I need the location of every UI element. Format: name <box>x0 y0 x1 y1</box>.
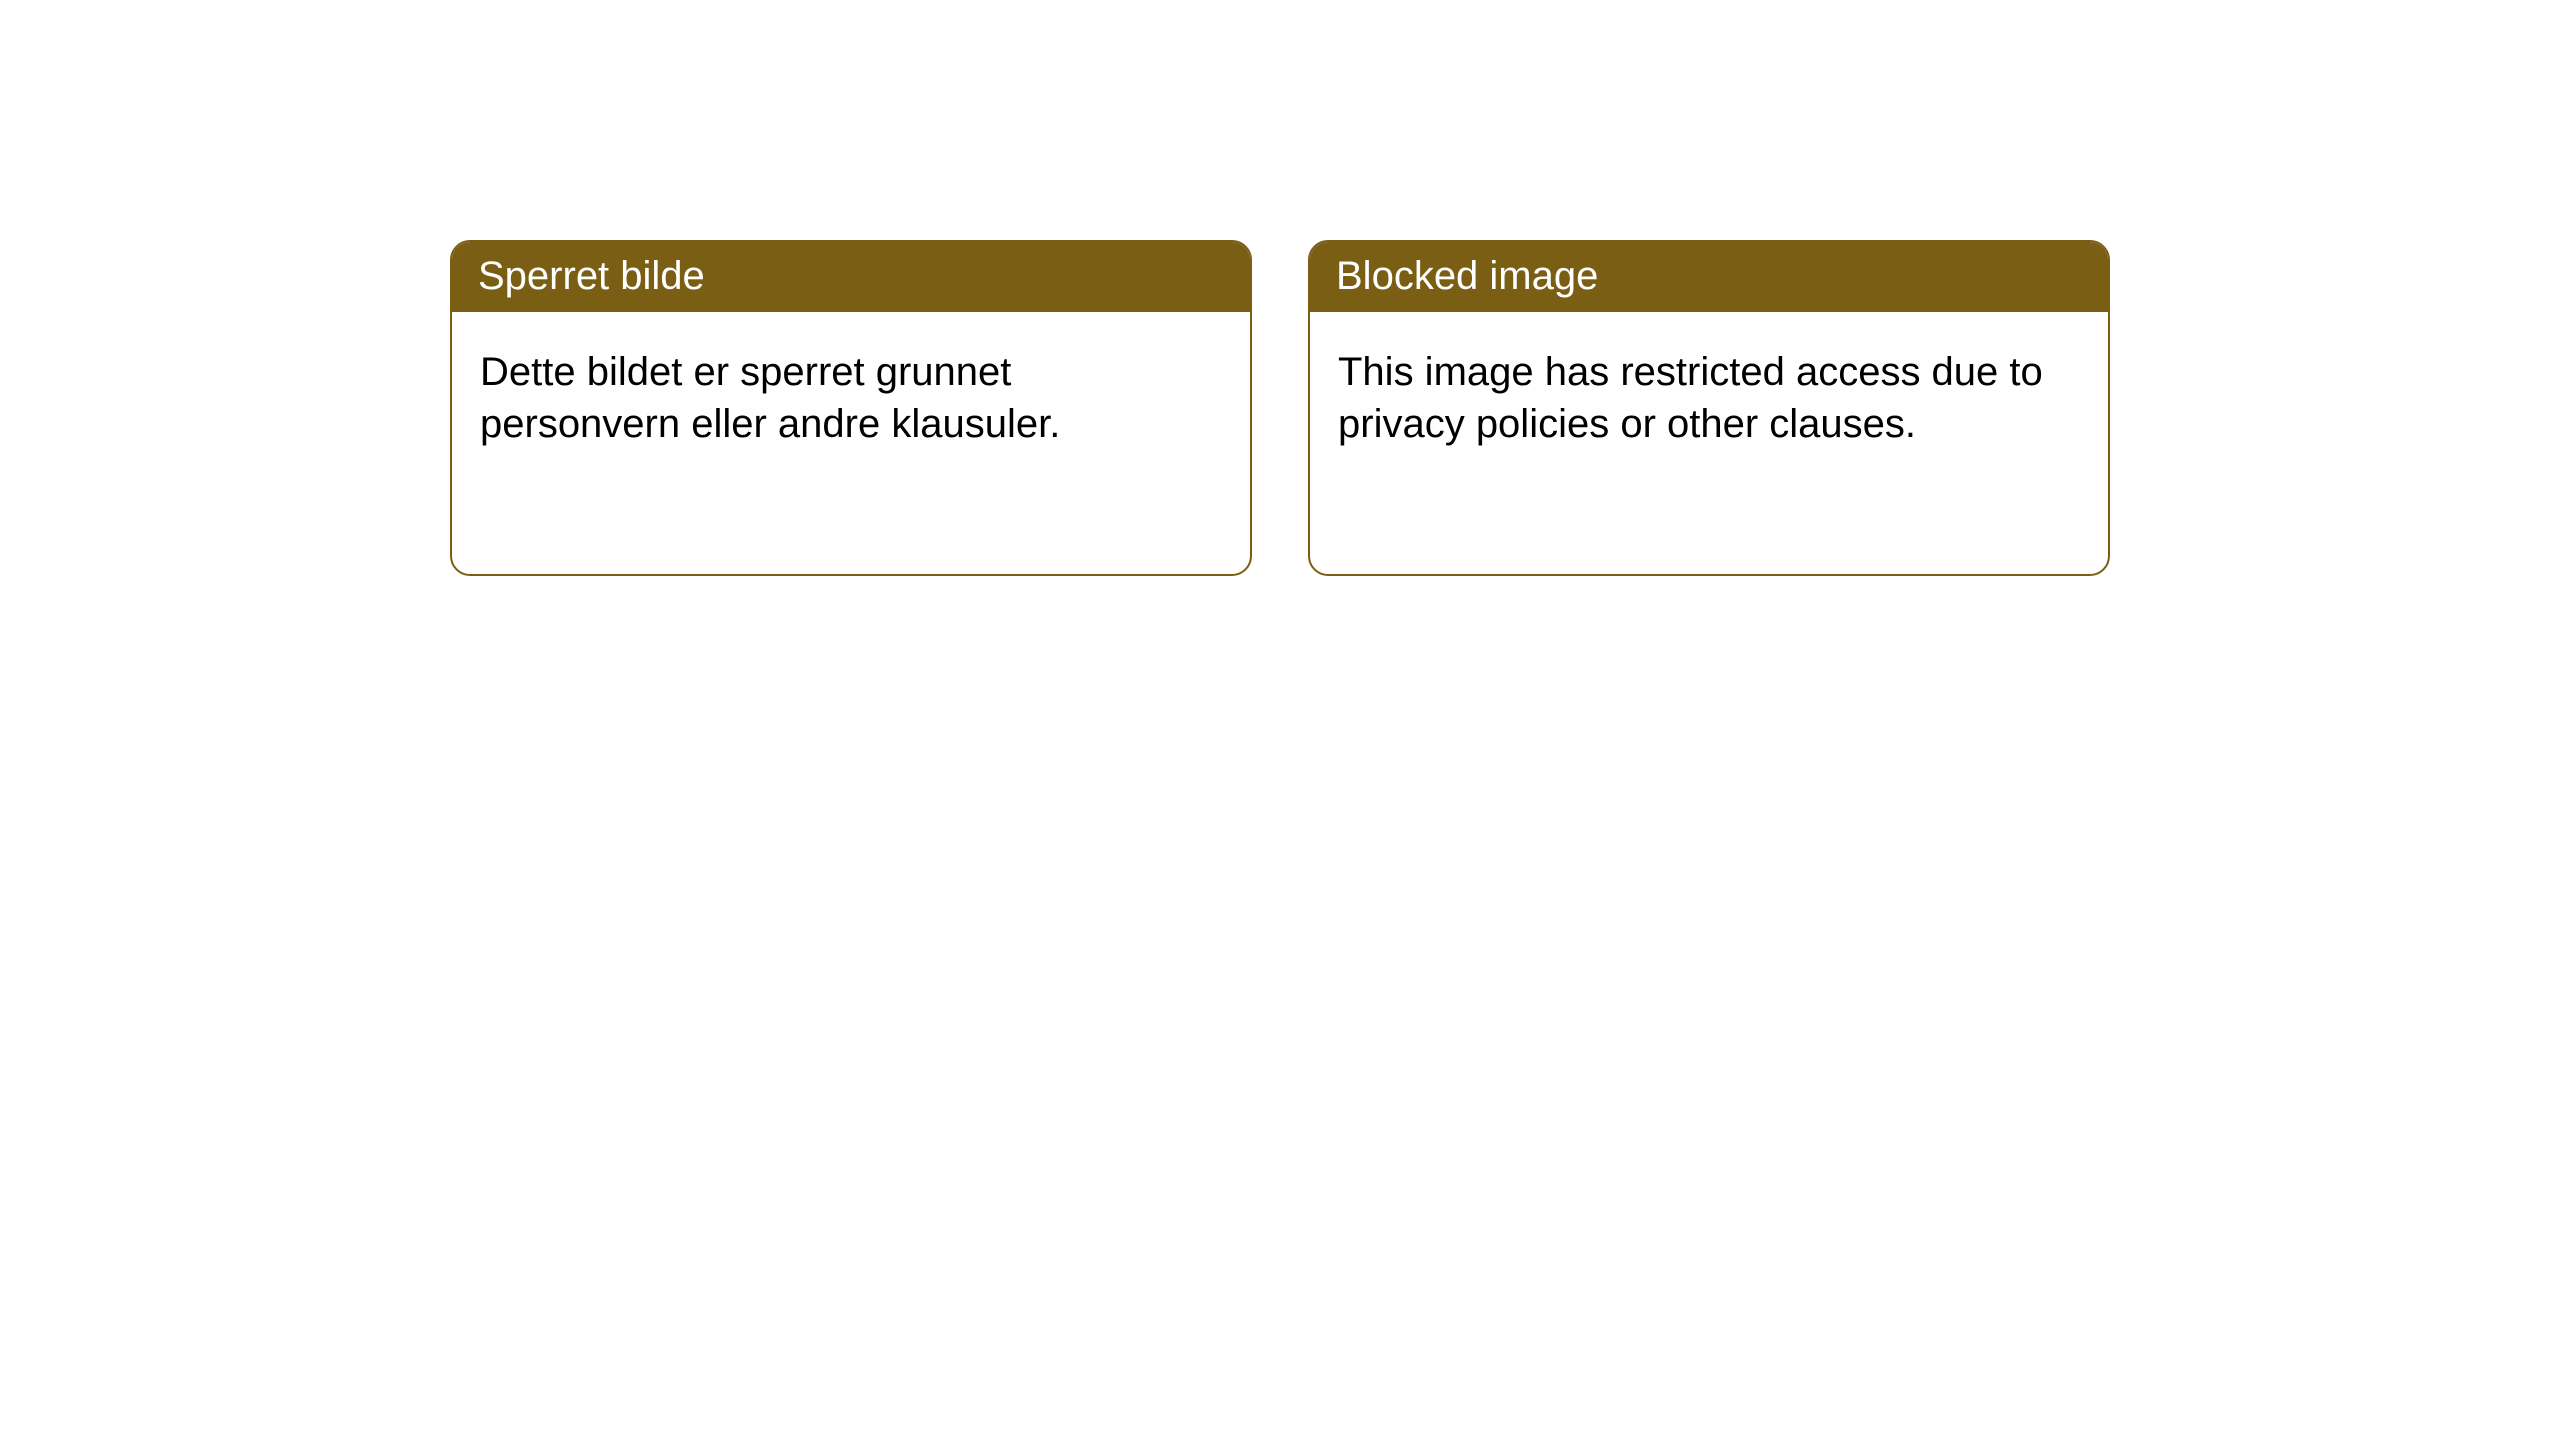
notice-container: Sperret bilde Dette bildet er sperret gr… <box>0 0 2560 576</box>
notice-card-title: Sperret bilde <box>452 242 1250 312</box>
notice-card-body: This image has restricted access due to … <box>1310 312 2108 484</box>
notice-card-body: Dette bildet er sperret grunnet personve… <box>452 312 1250 484</box>
notice-card-norwegian: Sperret bilde Dette bildet er sperret gr… <box>450 240 1252 576</box>
notice-card-title: Blocked image <box>1310 242 2108 312</box>
notice-card-english: Blocked image This image has restricted … <box>1308 240 2110 576</box>
